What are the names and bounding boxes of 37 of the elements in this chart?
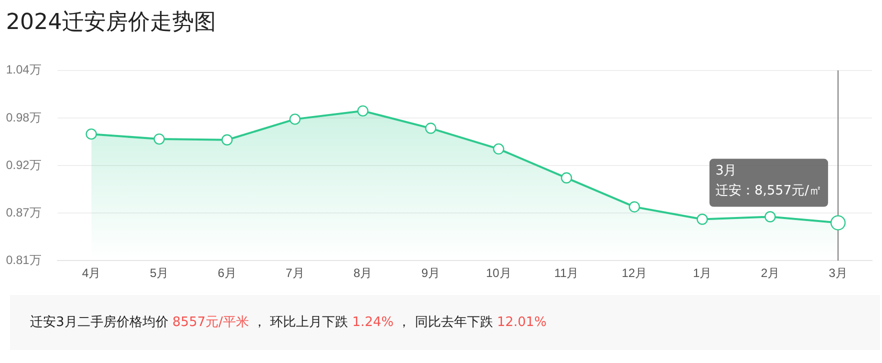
text: 8557元/平米 — [171, 315, 250, 330]
y-tick-label: 0.92万 — [6, 158, 42, 172]
point — [289, 114, 301, 125]
x-tick-label: 9月 — [421, 266, 440, 280]
point — [86, 128, 97, 140]
x-tick-label: 5月 — [150, 266, 169, 280]
x-tick-label: 3月 — [828, 266, 848, 280]
x-tick-label: 1月 — [692, 266, 712, 280]
annotation: 3月 — [715, 164, 737, 179]
point — [425, 122, 436, 134]
x-tick-label: 12月 — [622, 266, 648, 280]
point — [560, 172, 572, 184]
point — [696, 214, 708, 225]
x-tick-label: 10月 — [486, 266, 512, 280]
text: ， 同比去年下跌 — [398, 315, 493, 330]
point — [764, 211, 776, 222]
x-tick-label: 6月 — [218, 266, 236, 280]
text: 12.01% — [496, 315, 547, 330]
annotation: 迁安：8,557元/㎡ — [715, 182, 822, 199]
point — [628, 201, 640, 212]
text: 1.24% — [351, 315, 395, 330]
y-tick-label: 1.04万 — [6, 62, 42, 77]
x-tick-label: 4月 — [82, 266, 101, 280]
x-tick-label: 7月 — [286, 266, 304, 280]
point — [221, 134, 233, 146]
y-tick-label: 0.81万 — [6, 252, 42, 267]
x-tick-label: 2月 — [760, 266, 780, 280]
point — [154, 133, 165, 145]
text: 迁安3月二手房价格均价 — [30, 315, 168, 330]
y-tick-label: 0.87万 — [6, 205, 42, 220]
x-tick-label: 11月 — [554, 266, 579, 280]
point — [493, 143, 504, 155]
y-tick-label: 0.98万 — [6, 110, 42, 124]
x-tick-label: 8月 — [354, 266, 372, 280]
text: ， 环比上月下跌 — [253, 315, 348, 330]
point — [357, 105, 368, 117]
chart-title: 2024迁安房价走势图 — [6, 10, 216, 35]
